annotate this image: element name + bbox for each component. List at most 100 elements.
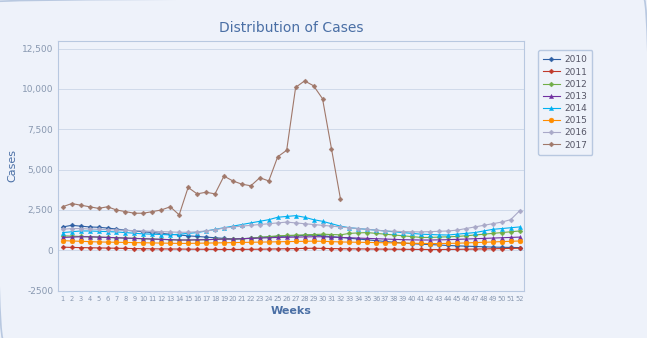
2016 [283,220,291,224]
2013 [318,235,326,239]
2017 [104,205,111,209]
Line: 2014: 2014 [61,214,521,237]
2013 [238,237,246,241]
2015 [516,239,523,243]
Line: 2012: 2012 [61,229,521,242]
2010 [229,237,237,241]
2017 [292,85,300,89]
2015 [274,240,281,244]
2017 [247,184,255,188]
2012 [489,232,497,236]
2017 [140,211,148,215]
Y-axis label: Cases: Cases [8,149,17,182]
Line: 2013: 2013 [61,235,521,242]
2013 [77,235,85,239]
2014 [59,231,67,235]
2016 [229,225,237,229]
2017 [265,179,272,183]
2017 [85,205,93,209]
2017 [193,192,201,196]
2013 [59,235,67,239]
2017 [94,207,102,211]
2016 [364,227,371,232]
2015 [94,240,102,244]
2012 [175,238,183,242]
2017 [327,147,335,151]
2016 [489,222,497,226]
2017 [113,208,120,212]
2017 [336,197,344,201]
2011 [274,247,281,251]
2014 [516,225,523,229]
Line: 2010: 2010 [61,224,521,249]
2016 [59,227,67,232]
2014 [94,229,102,233]
2013 [104,235,111,239]
2017 [318,97,326,101]
Line: 2015: 2015 [60,238,522,246]
2017 [274,155,281,159]
2017 [59,205,67,209]
2016 [175,230,183,234]
2017 [157,208,165,212]
2015 [426,242,434,246]
2015 [59,239,67,243]
2011 [426,247,434,251]
2011 [59,245,67,249]
2010 [59,225,67,229]
2011 [220,247,228,251]
2012 [516,229,523,233]
2017 [122,210,129,214]
X-axis label: Weeks: Weeks [270,306,312,316]
2011 [516,246,523,250]
2017 [211,192,219,196]
2014 [444,233,452,237]
2010 [516,246,523,250]
2017 [77,203,85,207]
2017 [148,210,156,214]
2015 [220,241,228,245]
2013 [516,235,523,239]
2012 [94,235,102,239]
2014 [292,214,300,218]
2014 [364,227,371,232]
2015 [489,240,497,244]
2014 [220,226,228,230]
2010 [104,226,111,230]
2010 [345,236,353,240]
2017 [301,79,309,83]
2013 [175,238,183,242]
Line: 2011: 2011 [61,245,521,251]
2017 [220,174,228,178]
2014 [345,226,353,230]
2013 [373,237,380,241]
2011 [94,246,102,250]
2017 [310,84,318,88]
2017 [202,190,210,194]
2017 [229,179,237,183]
2010 [68,223,76,227]
2011 [489,247,497,251]
2017 [68,201,76,206]
2013 [292,235,300,239]
2011 [355,247,362,251]
2016 [516,209,523,213]
2014 [274,215,281,219]
2017 [166,205,174,209]
2011 [336,247,344,251]
2012 [59,234,67,238]
2017 [256,176,264,180]
2016 [94,227,102,232]
2012 [283,234,291,238]
2013 [355,236,362,240]
Line: 2016: 2016 [61,209,521,234]
2014 [310,218,318,222]
2010 [364,238,371,242]
2010 [489,245,497,249]
2012 [345,232,353,236]
2017 [131,211,138,215]
2012 [364,231,371,235]
2017 [184,185,192,189]
2017 [175,213,183,217]
Title: Distribution of Cases: Distribution of Cases [219,21,364,35]
